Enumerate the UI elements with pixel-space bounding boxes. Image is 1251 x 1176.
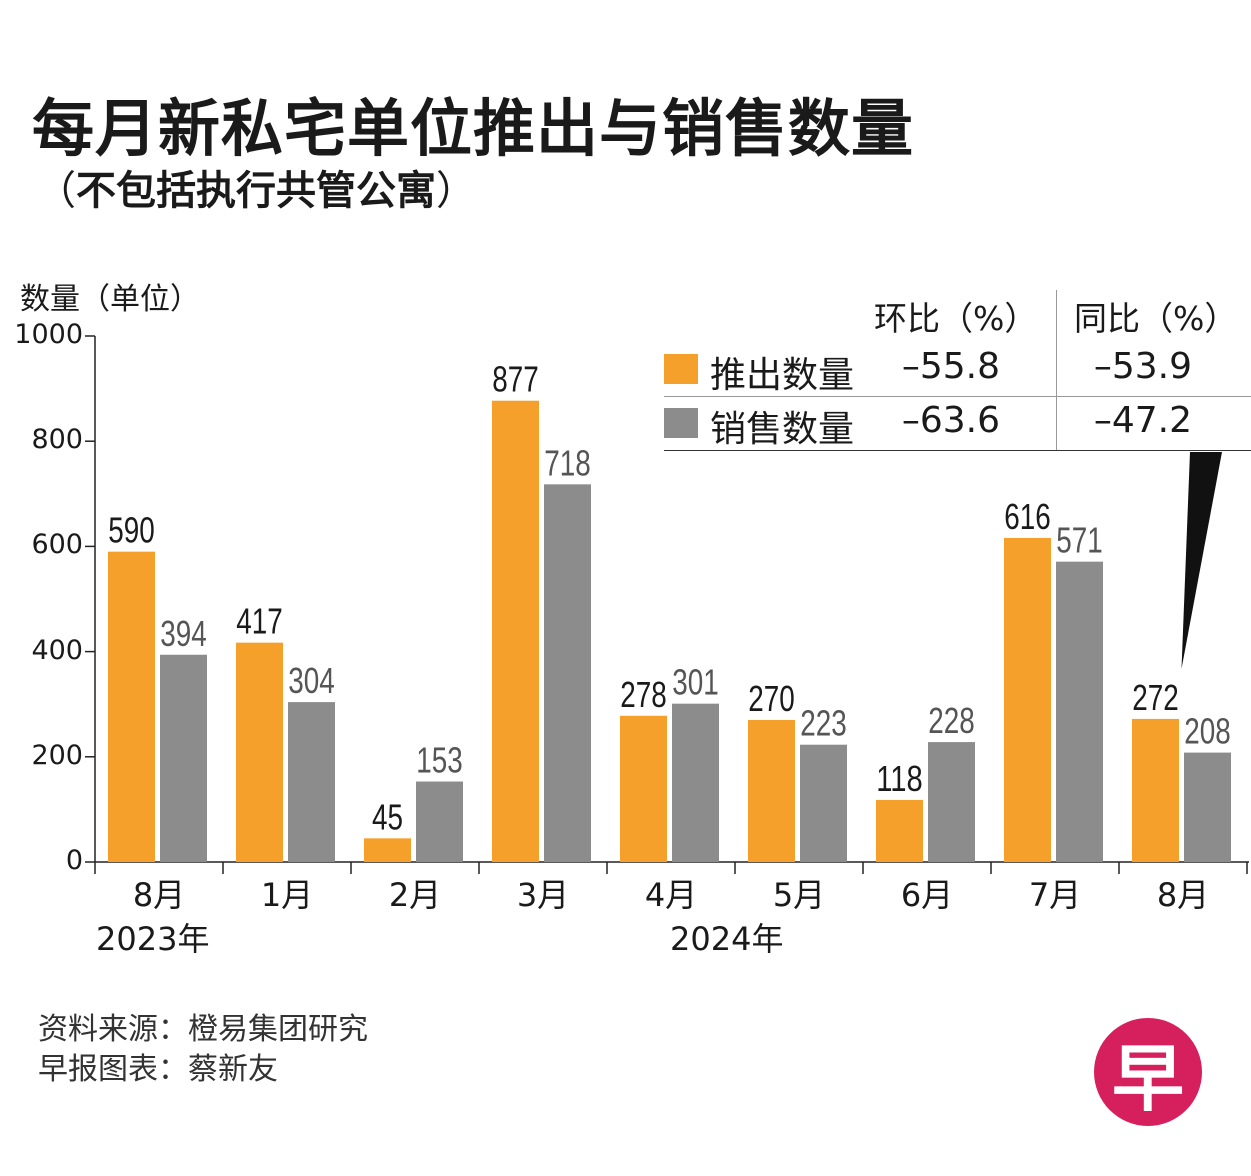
legend-name-sold: 销售数量 (710, 409, 855, 450)
value-label-launched: 272 (1132, 677, 1179, 718)
value-label-sold: 304 (288, 660, 335, 701)
bar-launched (1132, 718, 1179, 862)
x-tick-label: 2月 (388, 876, 442, 914)
x-tick-label: 6月 (900, 876, 954, 914)
y-axis-label: 数量（单位） (20, 282, 200, 317)
bar-sold (544, 484, 591, 862)
zaobao-logo: 早 (1094, 1018, 1202, 1126)
legend-yoy-sold: –47.2 (1093, 400, 1192, 441)
bar-launched (492, 400, 539, 862)
bar-launched (620, 715, 667, 862)
bar-launched (236, 642, 283, 862)
y-tick-label: 600 (31, 529, 83, 561)
legend-swatch-sold (664, 408, 698, 438)
value-label-sold: 718 (544, 442, 591, 483)
legend-row-launched: 推出数量 –55.8 –53.9 (664, 342, 1251, 397)
x-tick-label: 5月 (772, 876, 826, 914)
value-label-sold: 394 (160, 613, 207, 654)
legend-table: 环比（%） 同比（%） 推出数量 –55.8 –53.9 销售数量 –63.6 … (664, 290, 1251, 452)
source-credit: 资料来源：橙易集团研究 (38, 1012, 368, 1047)
bar-launched (108, 551, 155, 862)
value-label-sold: 153 (416, 740, 463, 781)
subtitle-open-paren: （ (36, 168, 76, 214)
bar-sold (928, 742, 975, 862)
bar-sold (1184, 752, 1231, 862)
y-tick-label: 200 (31, 739, 83, 771)
y-tick-label: 400 (31, 634, 83, 666)
bar-sold (800, 744, 847, 862)
legend-mom-launched: –55.8 (901, 346, 1000, 387)
value-label-launched: 417 (236, 601, 283, 642)
x-tick-label: 7月 (1028, 876, 1082, 914)
legend-mom-sold: –63.6 (901, 400, 1000, 441)
subtitle-text: 不包括执行共管公寓 (76, 168, 436, 214)
legend-divider (1056, 290, 1057, 450)
value-label-launched: 877 (492, 359, 539, 400)
chart-credit: 早报图表：蔡新友 (38, 1052, 278, 1087)
y-tick-label: 1000 (14, 319, 83, 350)
legend-header-yoy: 同比（%） (1074, 299, 1238, 338)
bar-launched (748, 719, 795, 862)
value-label-sold: 571 (1056, 520, 1103, 561)
legend-callout-pointer (1181, 452, 1222, 669)
chart-title: 每月新私宅单位推出与销售数量 (32, 92, 915, 165)
value-label-launched: 45 (372, 796, 403, 837)
legend-yoy-launched: –53.9 (1093, 346, 1192, 387)
bar-launched (364, 838, 411, 862)
y-tick-label: 800 (31, 424, 83, 456)
legend-header-mom: 环比（%） (874, 299, 1038, 338)
bar-launched (876, 799, 923, 862)
legend-swatch-launched (664, 354, 698, 384)
x-tick-label: 8月 (1156, 876, 1210, 914)
chart-subtitle: （不包括执行共管公寓） (36, 158, 476, 216)
x-tick-label: 4月 (644, 876, 698, 914)
bar-sold (416, 781, 463, 862)
bar-launched (1004, 537, 1051, 862)
bar-sold (288, 702, 335, 862)
value-label-sold: 223 (800, 703, 847, 744)
legend-name-launched: 推出数量 (710, 355, 855, 396)
year-label-2023: 2023年 (96, 920, 210, 958)
y-tick-label: 0 (65, 845, 83, 876)
value-label-launched: 590 (108, 510, 155, 551)
x-tick-label: 1月 (260, 876, 314, 914)
value-label-launched: 270 (748, 678, 795, 719)
subtitle-close-paren: ） (436, 168, 476, 214)
value-label-launched: 278 (620, 674, 667, 715)
year-label-2024: 2024年 (670, 920, 784, 958)
value-label-sold: 301 (672, 662, 719, 703)
value-label-sold: 208 (1184, 711, 1231, 752)
bar-sold (672, 703, 719, 862)
bar-sold (160, 654, 207, 862)
legend-row-sold: 销售数量 –63.6 –47.2 (664, 396, 1251, 451)
value-label-sold: 228 (928, 700, 975, 741)
x-tick-label: 3月 (516, 876, 570, 914)
bar-sold (1056, 561, 1103, 862)
value-label-launched: 118 (876, 758, 923, 799)
x-tick-label: 8月 (132, 876, 186, 914)
value-label-launched: 616 (1004, 496, 1051, 537)
